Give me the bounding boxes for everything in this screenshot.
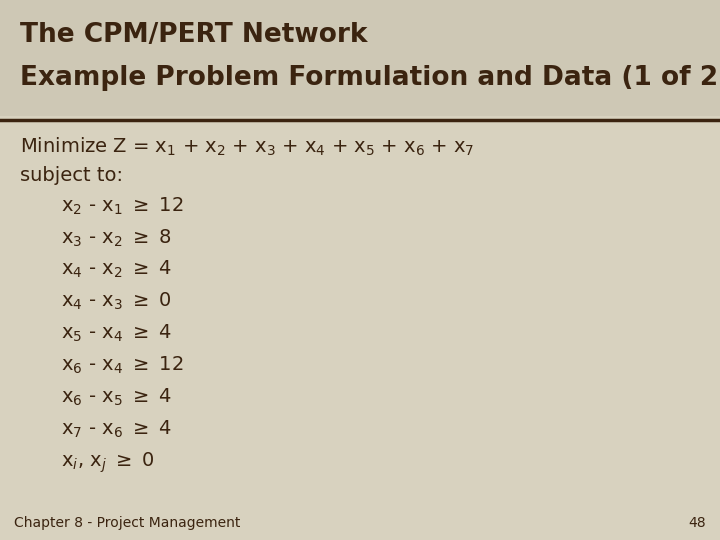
- Text: Example Problem Formulation and Data (1 of 2): Example Problem Formulation and Data (1 …: [20, 65, 720, 91]
- Text: The CPM/PERT Network: The CPM/PERT Network: [20, 22, 368, 48]
- Text: x$_4$ - x$_2$ $\geq$ 4: x$_4$ - x$_2$ $\geq$ 4: [61, 259, 172, 280]
- Text: x$_6$ - x$_4$ $\geq$ 12: x$_6$ - x$_4$ $\geq$ 12: [61, 355, 184, 376]
- Text: x$_5$ - x$_4$ $\geq$ 4: x$_5$ - x$_4$ $\geq$ 4: [61, 323, 172, 344]
- Text: x$_4$ - x$_3$ $\geq$ 0: x$_4$ - x$_3$ $\geq$ 0: [61, 291, 172, 312]
- Text: x$_7$ - x$_6$ $\geq$ 4: x$_7$ - x$_6$ $\geq$ 4: [61, 418, 172, 440]
- Text: x$_6$ - x$_5$ $\geq$ 4: x$_6$ - x$_5$ $\geq$ 4: [61, 387, 172, 408]
- Text: 48: 48: [688, 516, 706, 530]
- Text: Minimize Z = x$_1$ + x$_2$ + x$_3$ + x$_4$ + x$_5$ + x$_6$ + x$_7$: Minimize Z = x$_1$ + x$_2$ + x$_3$ + x$_…: [20, 136, 474, 158]
- Text: x$_i$, x$_j$ $\geq$ 0: x$_i$, x$_j$ $\geq$ 0: [61, 450, 155, 475]
- Text: subject to:: subject to:: [20, 166, 123, 185]
- Text: Chapter 8 - Project Management: Chapter 8 - Project Management: [14, 516, 240, 530]
- Text: x$_2$ - x$_1$ $\geq$ 12: x$_2$ - x$_1$ $\geq$ 12: [61, 195, 184, 217]
- Bar: [0, 0, 720, 116]
- Text: x$_3$ - x$_2$ $\geq$ 8: x$_3$ - x$_2$ $\geq$ 8: [61, 227, 172, 248]
